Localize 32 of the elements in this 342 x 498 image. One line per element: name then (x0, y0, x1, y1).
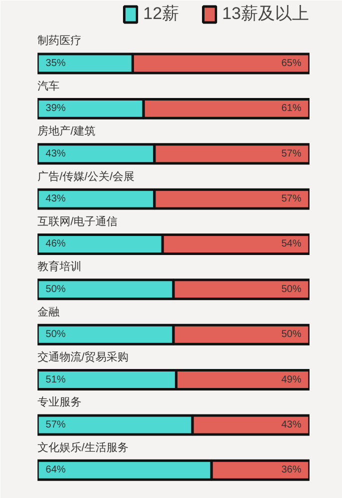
data-label: 49% (281, 374, 302, 386)
data-label: 64% (46, 464, 66, 476)
data-label: 54% (281, 238, 302, 250)
y-tick-label: 文化娱乐/生活服务 (38, 440, 129, 454)
y-tick-label: 广告/传媒/公关/会展 (38, 170, 135, 183)
y-tick-label: 汽车 (38, 79, 60, 92)
legend-label: 12薪 (143, 3, 180, 25)
y-tick-label: 制药医疗 (38, 34, 82, 48)
data-label: 65% (281, 58, 302, 69)
data-label: 51% (46, 374, 66, 386)
y-tick-label: 金融 (38, 306, 60, 318)
data-label: 36% (281, 464, 302, 476)
data-label: 50% (281, 284, 302, 295)
data-label: 57% (281, 148, 302, 160)
data-label: 61% (281, 103, 302, 114)
data-label: 43% (46, 194, 66, 205)
y-tick-label: 教育培训 (38, 260, 82, 274)
data-label: 57% (281, 194, 302, 205)
data-label: 39% (46, 103, 66, 114)
data-label: 43% (281, 419, 302, 430)
y-tick-label: 互联网/电子通信 (38, 214, 118, 228)
data-label: 50% (281, 329, 302, 340)
data-label: 35% (46, 58, 66, 69)
y-tick-label: 房地产/建筑 (38, 124, 96, 138)
y-tick-label: 交通物流/贸易采购 (38, 350, 129, 364)
y-tick-label: 专业服务 (38, 396, 82, 409)
legend-label: 13薪及以上 (222, 3, 309, 25)
data-label: 46% (46, 238, 66, 250)
data-label: 57% (46, 419, 66, 430)
data-label: 50% (46, 284, 66, 295)
data-label: 50% (46, 329, 66, 340)
data-label: 43% (46, 148, 66, 160)
